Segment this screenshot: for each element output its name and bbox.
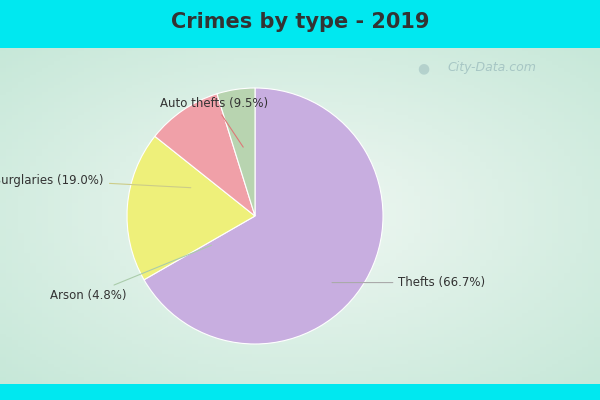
Text: Crimes by type - 2019: Crimes by type - 2019: [171, 12, 429, 32]
Text: City-Data.com: City-Data.com: [448, 62, 536, 74]
Wedge shape: [217, 88, 255, 216]
Wedge shape: [127, 136, 255, 280]
Wedge shape: [144, 88, 383, 344]
Wedge shape: [155, 94, 255, 216]
Text: ●: ●: [417, 61, 429, 75]
Text: Auto thefts (9.5%): Auto thefts (9.5%): [160, 97, 268, 147]
Text: Thefts (66.7%): Thefts (66.7%): [332, 276, 485, 289]
Text: Burglaries (19.0%): Burglaries (19.0%): [0, 174, 191, 188]
Text: Arson (4.8%): Arson (4.8%): [50, 245, 211, 302]
